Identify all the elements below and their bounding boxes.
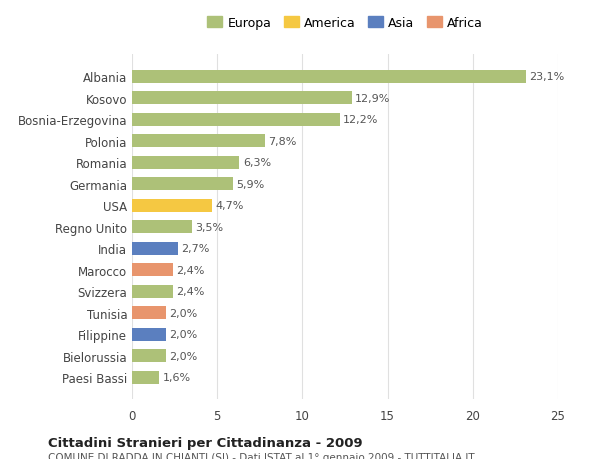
Text: 2,4%: 2,4% (176, 286, 205, 297)
Text: COMUNE DI RADDA IN CHIANTI (SI) - Dati ISTAT al 1° gennaio 2009 - TUTTITALIA.IT: COMUNE DI RADDA IN CHIANTI (SI) - Dati I… (48, 452, 475, 459)
Bar (132, 157, 239, 169)
Bar (132, 71, 526, 84)
Text: 23,1%: 23,1% (529, 72, 564, 82)
Bar (132, 371, 159, 384)
Bar (132, 135, 265, 148)
Text: 3,5%: 3,5% (195, 222, 223, 232)
Bar (132, 221, 191, 234)
Text: 2,0%: 2,0% (169, 351, 198, 361)
Bar (132, 199, 212, 212)
Text: 6,3%: 6,3% (243, 158, 271, 168)
Text: 1,6%: 1,6% (163, 372, 191, 382)
Text: 12,2%: 12,2% (343, 115, 379, 125)
Bar (132, 328, 166, 341)
Text: 12,9%: 12,9% (355, 94, 391, 104)
Bar (132, 285, 173, 298)
Text: 4,7%: 4,7% (215, 201, 244, 211)
Text: Cittadini Stranieri per Cittadinanza - 2009: Cittadini Stranieri per Cittadinanza - 2… (48, 436, 362, 449)
Bar (132, 178, 233, 191)
Text: 2,0%: 2,0% (169, 330, 198, 339)
Bar (132, 263, 173, 276)
Text: 2,4%: 2,4% (176, 265, 205, 275)
Bar (132, 92, 352, 105)
Bar (132, 307, 166, 319)
Legend: Europa, America, Asia, Africa: Europa, America, Asia, Africa (208, 17, 482, 29)
Text: 5,9%: 5,9% (236, 179, 264, 189)
Bar (132, 242, 178, 255)
Bar (132, 113, 340, 127)
Text: 2,0%: 2,0% (169, 308, 198, 318)
Bar (132, 349, 166, 362)
Text: 7,8%: 7,8% (268, 136, 296, 146)
Text: 2,7%: 2,7% (181, 244, 210, 254)
